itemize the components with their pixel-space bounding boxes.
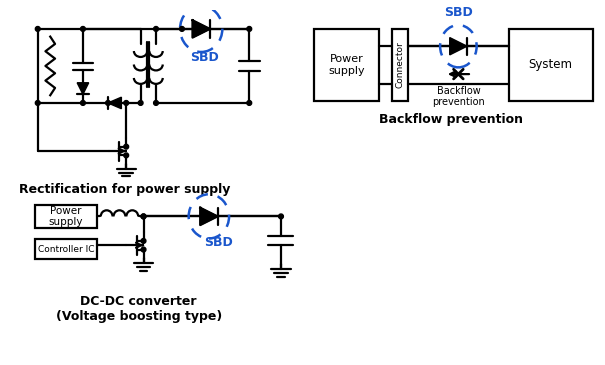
- Text: Controller IC: Controller IC: [38, 245, 94, 254]
- Polygon shape: [108, 97, 122, 109]
- Polygon shape: [192, 20, 210, 38]
- Text: SBD: SBD: [190, 51, 218, 64]
- Circle shape: [154, 100, 159, 105]
- Bar: [509, 29, 592, 101]
- Circle shape: [80, 27, 85, 31]
- Polygon shape: [450, 38, 467, 55]
- Text: Backflow
prevention: Backflow prevention: [432, 86, 485, 107]
- Circle shape: [106, 100, 111, 105]
- Circle shape: [247, 100, 252, 105]
- Circle shape: [141, 214, 146, 219]
- Text: Connector: Connector: [395, 42, 404, 88]
- Text: SBD: SBD: [204, 236, 233, 249]
- Bar: [391, 29, 408, 101]
- Circle shape: [80, 100, 85, 105]
- Circle shape: [141, 238, 146, 243]
- Polygon shape: [77, 83, 89, 94]
- Circle shape: [141, 214, 146, 219]
- Text: Power
supply: Power supply: [49, 205, 83, 227]
- Text: DC-DC converter
(Voltage boosting type): DC-DC converter (Voltage boosting type): [56, 295, 222, 323]
- Circle shape: [124, 144, 129, 149]
- Circle shape: [35, 100, 40, 105]
- Polygon shape: [200, 208, 218, 225]
- Circle shape: [247, 27, 252, 31]
- Text: Backflow prevention: Backflow prevention: [379, 112, 523, 126]
- Circle shape: [154, 27, 159, 31]
- Bar: [35, 239, 97, 259]
- Text: Power
supply: Power supply: [328, 54, 365, 76]
- Circle shape: [141, 247, 146, 252]
- Bar: [35, 205, 97, 228]
- Bar: [313, 29, 379, 101]
- Circle shape: [35, 27, 40, 31]
- Circle shape: [124, 100, 129, 105]
- Circle shape: [138, 100, 143, 105]
- Text: SBD: SBD: [444, 6, 473, 19]
- Circle shape: [180, 27, 185, 31]
- Circle shape: [124, 153, 129, 158]
- Text: System: System: [529, 58, 573, 72]
- Text: Rectification for power supply: Rectification for power supply: [19, 183, 230, 196]
- Circle shape: [278, 214, 283, 219]
